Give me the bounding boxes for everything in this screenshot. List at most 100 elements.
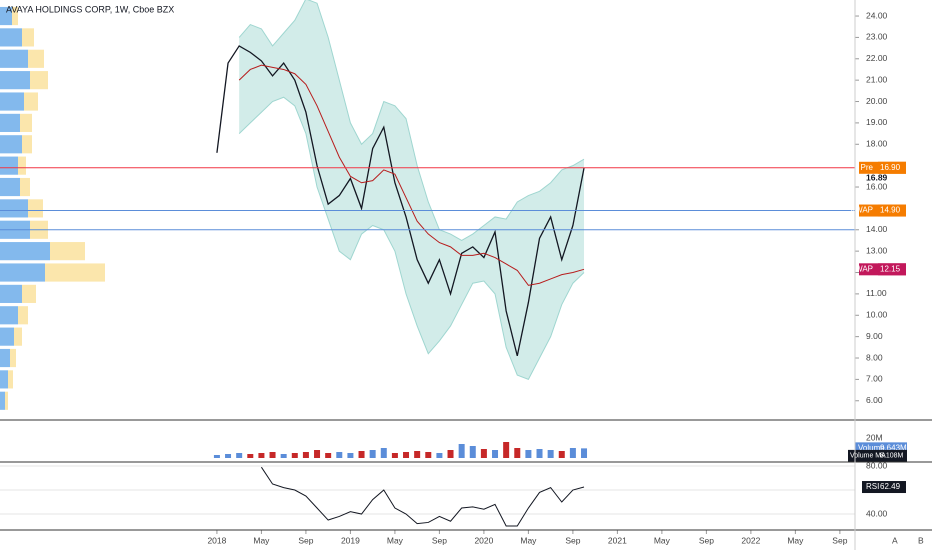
volume-bar xyxy=(569,448,576,458)
y-tick-label: 14.00 xyxy=(866,224,888,234)
profile-bar xyxy=(10,348,16,368)
rsi-line xyxy=(261,466,585,527)
profile-bar xyxy=(0,391,5,410)
label-value: 16.90 xyxy=(880,163,901,172)
level-label: VWAP 12.15 xyxy=(850,263,906,276)
volume-bar xyxy=(480,449,487,458)
volume-bar xyxy=(302,452,309,458)
profile-bar xyxy=(0,284,22,303)
profile-bar xyxy=(8,370,13,389)
y-tick-label: 24.00 xyxy=(866,10,888,20)
x-tick-label: May xyxy=(520,535,537,545)
label-name: VWAP xyxy=(850,264,873,273)
volume-bar xyxy=(280,454,287,458)
volume-bar xyxy=(380,448,387,458)
y-tick-label: 19.00 xyxy=(866,117,888,127)
x-tick-label: May xyxy=(654,535,671,545)
profile-bar xyxy=(0,113,20,132)
label-value: 12.15 xyxy=(880,264,901,273)
last-price: 16.89 xyxy=(866,172,888,182)
label-name: Volume MA xyxy=(850,453,886,460)
level-label: Pre 16.90 xyxy=(859,161,906,174)
volume-bar xyxy=(347,453,354,458)
toolbar-button[interactable]: A xyxy=(892,535,898,545)
profile-bar xyxy=(0,370,8,389)
profile-bar xyxy=(22,135,32,154)
label-value: 8.108M xyxy=(880,453,904,460)
toolbar-button[interactable]: B xyxy=(918,535,924,545)
profile-bar xyxy=(18,156,26,175)
x-tick-label: Sep xyxy=(432,535,447,545)
profile-bar xyxy=(24,92,38,111)
profile-bar xyxy=(30,71,48,90)
price-line xyxy=(216,45,585,357)
profile-bar xyxy=(45,263,105,282)
volume-bar xyxy=(336,452,343,458)
profile-bar xyxy=(18,306,28,325)
profile-bar xyxy=(0,28,22,47)
volume-bar xyxy=(547,450,554,458)
volume-bar xyxy=(391,453,398,458)
volume-bar xyxy=(236,453,243,458)
band-fill xyxy=(239,0,585,380)
y-tick-label: 20.00 xyxy=(866,96,888,106)
y-tick-label: 10.00 xyxy=(866,310,888,320)
volume-bar xyxy=(247,454,254,458)
label-value: 9.643M xyxy=(880,443,907,452)
label-box xyxy=(878,204,906,217)
volume-bar xyxy=(581,448,588,458)
y-tick-label: 22.00 xyxy=(866,53,888,63)
x-tick-label: 2022 xyxy=(741,535,760,545)
volume-bar xyxy=(425,452,432,458)
label-name: Volume xyxy=(858,443,885,452)
volume-bar xyxy=(525,450,532,458)
label-value: 62.49 xyxy=(880,482,901,491)
y-tick-label: 20M xyxy=(866,432,883,442)
profile-bar xyxy=(20,177,30,197)
x-tick-label: Sep xyxy=(565,535,580,545)
volume-bar xyxy=(469,446,476,458)
y-tick-label: 8.00 xyxy=(866,352,883,362)
profile-bar xyxy=(14,327,22,346)
volume-bar xyxy=(314,450,321,458)
y-tick-label: 9.00 xyxy=(866,331,883,341)
profile-bar xyxy=(12,6,18,26)
vwap-line xyxy=(238,64,585,286)
y-tick-label: 40.00 xyxy=(866,508,888,518)
profile-bar xyxy=(5,391,8,410)
x-tick-label: Sep xyxy=(699,535,714,545)
x-tick-label: 2020 xyxy=(474,535,493,545)
y-tick-label: 80.00 xyxy=(866,460,888,470)
x-tick-label: May xyxy=(253,535,270,545)
profile-bar xyxy=(0,71,30,90)
profile-bar xyxy=(0,177,20,197)
volume-bar xyxy=(414,451,421,458)
profile-bar xyxy=(0,156,18,175)
label-name: RSI xyxy=(866,482,879,491)
x-tick-label: Sep xyxy=(298,535,313,545)
label-box xyxy=(862,481,906,494)
label-name: Pre xyxy=(861,163,874,172)
x-tick-label: 2021 xyxy=(608,535,627,545)
volume-bar xyxy=(258,453,265,458)
volume-bar xyxy=(458,444,465,458)
y-tick-label: 16.00 xyxy=(866,181,888,191)
x-tick-label: Sep xyxy=(832,535,847,545)
profile-bar xyxy=(22,284,36,303)
volume-bar xyxy=(325,453,332,458)
y-tick-label: 23.00 xyxy=(866,32,888,42)
band-line xyxy=(238,96,585,381)
label-box xyxy=(848,449,907,462)
volume-bar xyxy=(358,451,365,458)
label-box xyxy=(878,263,906,276)
volume-bar xyxy=(503,442,510,458)
profile-bar xyxy=(22,28,34,47)
profile-bar xyxy=(0,306,18,325)
profile-bar xyxy=(0,6,12,26)
label-name: VWAP xyxy=(850,206,873,215)
y-tick-label: 7.00 xyxy=(866,374,883,384)
volume-bar xyxy=(269,452,276,458)
volume-bar xyxy=(213,455,220,458)
chart-title: AVAYA HOLDINGS CORP, 1W, Cboe BZX xyxy=(6,4,174,14)
y-tick-label: 21.00 xyxy=(866,74,888,84)
